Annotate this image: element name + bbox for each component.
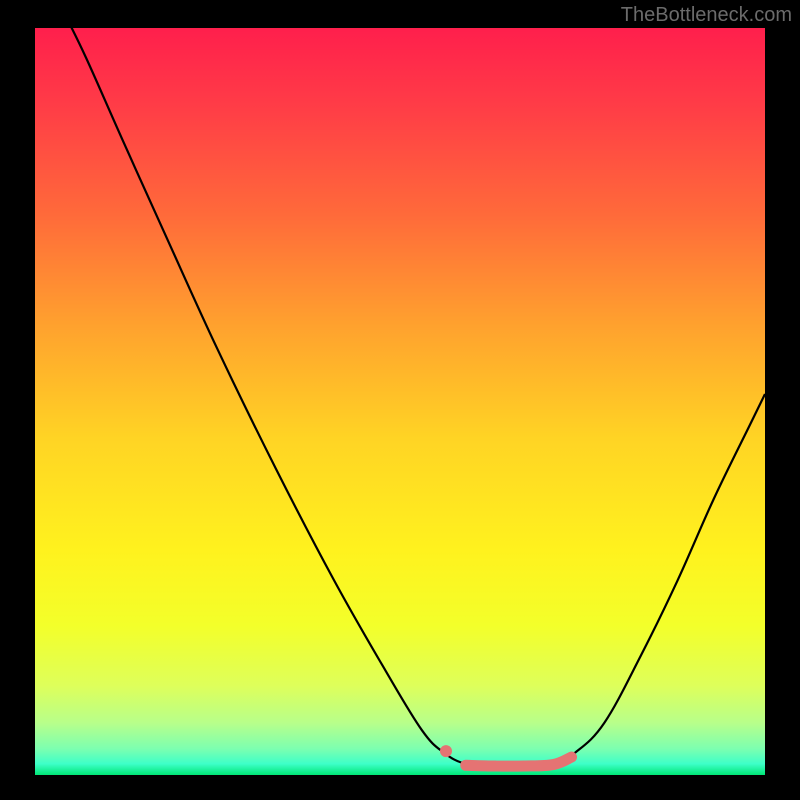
watermark-text: TheBottleneck.com (621, 4, 792, 27)
chart-frame: TheBottleneck.com (0, 0, 800, 800)
current-point-marker (440, 745, 452, 757)
bottleneck-chart (0, 0, 800, 800)
plot-background (35, 28, 765, 775)
